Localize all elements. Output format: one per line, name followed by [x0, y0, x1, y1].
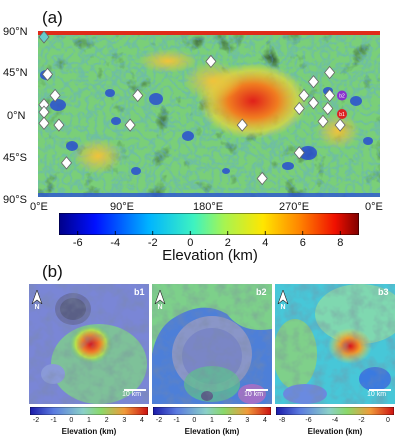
- subpanel-colorbar-tick-label: 2: [227, 417, 232, 424]
- north-arrow-icon: N: [31, 290, 43, 311]
- colorbar-title: Elevation (km): [162, 247, 258, 264]
- subpanel-b2-label: b2: [256, 287, 267, 297]
- subpanel-colorbar-tick-label: -8: [278, 417, 286, 424]
- highlighted-sites: b2 b1: [337, 90, 347, 119]
- scale-bar-b3: 10 km: [367, 389, 391, 398]
- subpanel-colorbar-tick-label: -1: [173, 417, 180, 424]
- lat-label-45n: 45°N: [3, 67, 28, 79]
- subpanel-colorbar-tick-label: 4: [140, 417, 144, 424]
- subpanel-colorbar-tick-label: -2: [155, 417, 163, 424]
- colorbar-tick-label: 8: [337, 237, 344, 249]
- subpanel-colorbar-tick-label: -4: [331, 417, 339, 424]
- site-marker: [293, 146, 305, 160]
- site-marker: [60, 156, 73, 170]
- subpanel-colorbar-tick-label: -6: [305, 417, 312, 424]
- lon-label-0e-right: 0°E: [365, 201, 383, 213]
- colorbar-tick-label: 6: [299, 237, 306, 249]
- site-marker: [307, 96, 320, 110]
- colorbar-tick-label: -4: [110, 237, 121, 249]
- subpanel-colorbar-tick-label: 1: [210, 417, 214, 424]
- subpanel-b1-colorbar: [30, 407, 148, 415]
- lon-label-90e: 90°E: [110, 201, 134, 213]
- site-marker: [38, 31, 50, 44]
- subpanel-b1-colorbar-title: Elevation (km): [61, 427, 117, 436]
- colorbar-tick-label: 0: [187, 237, 194, 249]
- global-elevation-map: b2 b1: [38, 31, 380, 197]
- colorbar-tick-label: 2: [224, 237, 231, 249]
- site-marker: [205, 54, 217, 69]
- subpanel-b2-colorbar: [153, 407, 271, 415]
- site-marker: [53, 118, 65, 132]
- site-marker: [236, 118, 248, 132]
- panel-a-label: (a): [42, 8, 63, 27]
- lat-label-90n: 90°N: [3, 26, 28, 38]
- landing-site-markers: [38, 31, 346, 186]
- site-marker: [49, 88, 61, 103]
- subpanel-colorbar-tick-label: -2: [358, 417, 365, 424]
- site-marker: [298, 88, 310, 103]
- site-marker: [334, 118, 346, 132]
- lat-label-0n: 0°N: [7, 110, 26, 122]
- site-marker: [317, 114, 329, 129]
- subpanel-colorbar-tick-label: -1: [50, 417, 57, 424]
- lon-label-180e: 180°E: [193, 201, 224, 213]
- highlight-site-label: b2: [339, 94, 345, 100]
- subpanel-b1-map: [29, 284, 149, 404]
- highlight-site-label: b1: [339, 112, 345, 118]
- lat-label-90s: 90°S: [3, 194, 27, 206]
- lat-label-45s: 45°S: [3, 152, 27, 164]
- subpanel-b3-map: [275, 284, 395, 404]
- subpanel-colorbar-tick-label: 4: [263, 417, 267, 424]
- subpanel-colorbar-tick-label: 1: [87, 417, 91, 424]
- site-marker: [293, 101, 305, 116]
- lon-label-0e: 0°E: [30, 201, 48, 213]
- panel-b-label: (b): [42, 262, 63, 281]
- scale-bar-b1: 10 km: [122, 389, 146, 398]
- subpanel-colorbar-tick-label: 2: [104, 417, 109, 424]
- site-marker: [41, 67, 54, 81]
- site-marker: [38, 116, 50, 130]
- subpanel-b1-label: b1: [134, 287, 145, 297]
- site-marker: [324, 65, 336, 80]
- subpanel-colorbar-tick-label: -2: [32, 417, 40, 424]
- subpanel-colorbar-tick-label: 3: [122, 417, 127, 424]
- site-marker: [124, 118, 136, 132]
- subpanel-b2-map: [152, 284, 272, 404]
- subpanel-b3-colorbar-title: Elevation (km): [307, 427, 363, 436]
- site-marker: [307, 75, 320, 89]
- subpanel-colorbar-tick-label: 0: [386, 417, 390, 424]
- highlight-site-b2: [337, 90, 347, 101]
- colorbar-tick-label: -2: [147, 237, 158, 249]
- subpanel-colorbar-tick-label: 3: [245, 417, 250, 424]
- subpanel-colorbar-tick-label: 0: [69, 417, 74, 424]
- colorbar-tick-label: -6: [72, 237, 83, 249]
- north-arrow-icon: N: [277, 290, 289, 311]
- colorbar-tick-label: 4: [262, 237, 269, 249]
- subpanel-b3-label: b3: [378, 287, 389, 297]
- site-marker: [132, 88, 144, 103]
- elevation-colorbar: [59, 213, 359, 235]
- highlight-site-b1: [337, 109, 347, 119]
- scale-bar-b2: 10 km: [244, 389, 268, 398]
- site-marker: [256, 171, 268, 186]
- site-marker: [322, 101, 334, 116]
- subpanel-b2-colorbar-title: Elevation (km): [184, 427, 240, 436]
- subpanel-colorbar-tick-label: 0: [192, 417, 197, 424]
- subpanel-b3-colorbar: [276, 407, 394, 415]
- north-arrow-icon: N: [154, 290, 166, 311]
- site-marker: [324, 88, 336, 103]
- lon-label-270e: 270°E: [279, 201, 310, 213]
